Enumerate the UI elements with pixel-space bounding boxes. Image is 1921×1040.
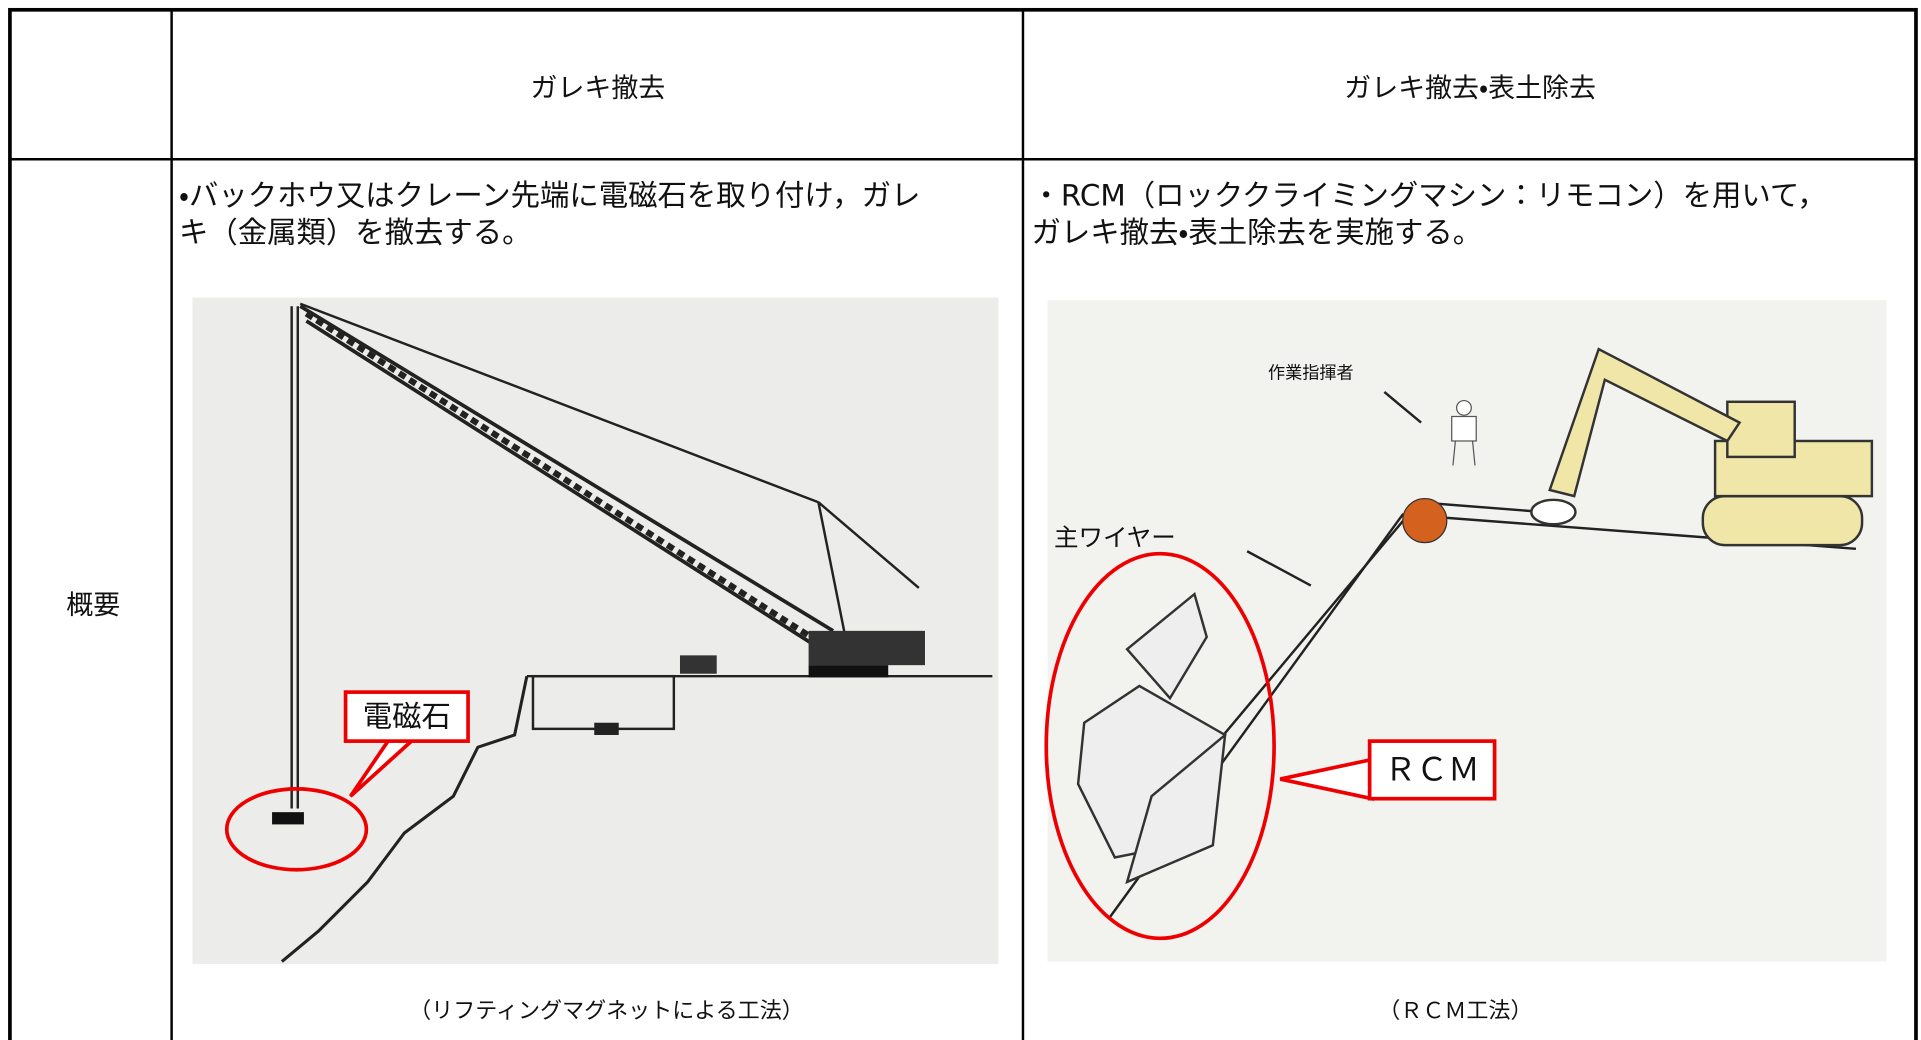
cell-text: ガレキ撤去・表土除去を実施する。 <box>1032 215 1483 249</box>
torso <box>1451 415 1477 442</box>
mast <box>817 501 847 638</box>
pulley <box>1402 497 1448 544</box>
caption: （リフティングマグネットによる工法） <box>409 999 804 1024</box>
cell-text: ・RCM（ロッククライミングマシン：リモコン）を用いて， <box>1032 179 1827 213</box>
label-arrow <box>1383 391 1422 424</box>
boom <box>305 319 822 651</box>
highlight-ellipse <box>1044 551 1276 941</box>
table-border <box>8 7 1918 1040</box>
rubble <box>679 655 717 674</box>
cell-text: キ（金属類）を撤去する。 <box>179 215 532 249</box>
figure-label: 主ワイヤー <box>1054 523 1176 552</box>
callout-box <box>1367 739 1497 801</box>
callout-label: 電磁石 <box>363 699 451 733</box>
rcm-arm <box>1125 591 1209 701</box>
rcm-track <box>1125 732 1227 885</box>
caption: （ＲＣＭ工法） <box>1378 999 1532 1024</box>
excavator-track <box>1701 494 1864 547</box>
magnet <box>272 812 304 825</box>
label-arrow <box>1246 550 1312 587</box>
excavator-cab <box>1726 400 1796 459</box>
excavator <box>1530 347 1874 547</box>
figure-label: 作業指揮者 <box>1268 364 1354 384</box>
rcm-machine <box>1076 591 1227 885</box>
header-cell: ガレキ撤去・表土除去 <box>1344 73 1596 104</box>
rcm-illustration: 作業指揮者 主ワイヤー ＲＣＭ <box>1044 300 1887 962</box>
supervisor <box>1451 399 1477 466</box>
crane-body <box>808 630 925 666</box>
pendant <box>299 302 819 504</box>
boom <box>299 304 835 633</box>
leg <box>1452 440 1456 466</box>
slope <box>280 675 529 963</box>
cell-text: ・バックホウ又はクレーン先端に電磁石を取り付け，ガレ <box>179 179 920 213</box>
boom-lattice <box>304 311 817 643</box>
bucket <box>1530 498 1577 526</box>
mast <box>817 501 920 589</box>
row-label: 概要 <box>66 590 120 621</box>
table-grid <box>8 7 1918 1040</box>
callout-box <box>343 690 470 743</box>
machine <box>594 722 619 735</box>
leg <box>1471 440 1476 466</box>
crane-illustration: 電磁石 <box>192 297 999 965</box>
callout-label: ＲＣＭ <box>1384 751 1480 789</box>
highlight-ellipse <box>224 787 369 872</box>
header-cell: ガレキ撤去 <box>531 73 666 104</box>
excavator-arm <box>1548 347 1742 498</box>
crane-track <box>808 665 889 678</box>
head <box>1456 399 1472 416</box>
